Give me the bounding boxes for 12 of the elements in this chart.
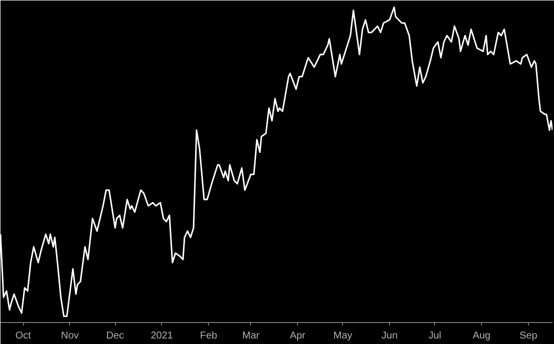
x-tick-label: Feb [200, 330, 218, 342]
x-tick-label: 2021 [150, 330, 174, 342]
x-tick-label: Nov [60, 330, 79, 342]
x-tick-label: Mar [242, 330, 260, 342]
x-tick-label: Sep [519, 330, 538, 342]
x-tick-label: Aug [472, 330, 491, 342]
x-tick-label: Oct [15, 330, 32, 342]
x-tick-label: Jun [382, 330, 398, 342]
x-tick-label: May [333, 330, 352, 342]
x-tick-label: Apr [290, 330, 306, 342]
x-tick-label: Jul [428, 330, 442, 342]
x-tick-label: Dec [106, 330, 124, 342]
